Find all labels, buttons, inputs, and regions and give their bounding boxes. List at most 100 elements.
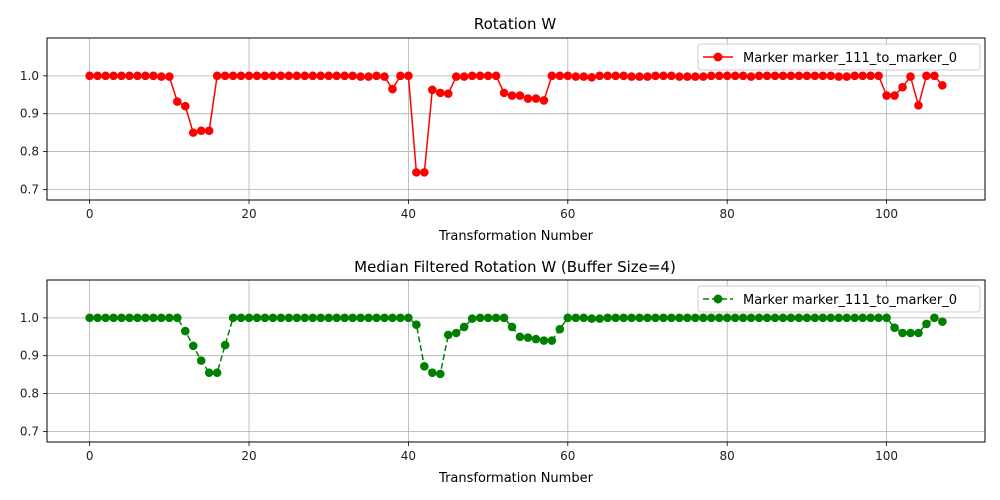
- data-point: [730, 71, 740, 81]
- legend: Marker marker_111_to_marker_0: [697, 43, 981, 71]
- data-point: [443, 330, 453, 340]
- data-point: [547, 71, 557, 81]
- x-tick-label: 60: [560, 449, 575, 463]
- data-point: [786, 313, 796, 323]
- x-tick-label: 20: [241, 449, 256, 463]
- data-point: [675, 72, 684, 81]
- data-point: [619, 71, 628, 81]
- data-point: [587, 314, 597, 323]
- data-point: [276, 313, 286, 323]
- data-point: [571, 313, 581, 323]
- data-point: [834, 313, 844, 323]
- data-point: [467, 71, 477, 81]
- data-point: [698, 313, 708, 323]
- data-point: [587, 73, 597, 82]
- data-point: [738, 313, 748, 323]
- x-tick-label: 80: [720, 207, 735, 221]
- data-point: [388, 84, 397, 94]
- y-tick-label: 0.9: [20, 107, 39, 121]
- data-point: [603, 313, 612, 323]
- data-point: [412, 168, 421, 177]
- data-point: [882, 313, 891, 323]
- data-point: [324, 71, 334, 81]
- data-point: [332, 313, 341, 323]
- data-point: [754, 71, 764, 81]
- data-point: [268, 313, 278, 323]
- data-point: [834, 72, 844, 81]
- data-point: [714, 313, 724, 323]
- data-point: [467, 314, 477, 323]
- data-point: [531, 334, 541, 344]
- data-point: [173, 313, 182, 323]
- data-point: [125, 313, 134, 323]
- data-point: [428, 85, 437, 95]
- data-point: [117, 313, 126, 323]
- data-point: [228, 313, 238, 323]
- data-point: [706, 313, 716, 323]
- data-point: [180, 326, 190, 336]
- data-point: [595, 71, 604, 81]
- data-point: [651, 71, 660, 81]
- data-point: [340, 71, 349, 81]
- data-point: [260, 71, 270, 81]
- data-point: [802, 71, 812, 81]
- data-point: [85, 71, 94, 81]
- data-point: [380, 72, 389, 81]
- data-point: [914, 328, 923, 338]
- data-point: [499, 88, 509, 98]
- data-point: [93, 71, 102, 81]
- plot-area: [85, 71, 947, 177]
- data-point: [260, 313, 270, 323]
- data-point: [842, 72, 852, 81]
- data-point: [667, 71, 676, 81]
- data-point: [579, 313, 589, 323]
- data-point: [898, 82, 907, 92]
- legend-label: Marker marker_111_to_marker_0: [743, 51, 957, 66]
- data-point: [874, 71, 883, 81]
- data-point: [204, 368, 214, 378]
- data-point: [810, 71, 820, 81]
- data-point: [930, 313, 939, 323]
- x-tick-label: 100: [875, 207, 898, 221]
- data-point: [667, 313, 676, 323]
- chart-median-filtered-rotation-w: Median Filtered Rotation W (Buffer Size=…: [20, 258, 986, 486]
- data-point: [157, 72, 166, 81]
- data-point: [714, 71, 724, 81]
- data-point: [491, 71, 501, 81]
- data-point: [141, 71, 150, 81]
- data-point: [507, 322, 517, 332]
- data-point: [428, 368, 437, 378]
- data-point: [627, 313, 636, 323]
- data-point: [842, 313, 852, 323]
- data-point: [866, 71, 875, 81]
- data-point: [292, 71, 302, 81]
- data-point: [244, 313, 254, 323]
- data-point: [818, 313, 828, 323]
- data-point: [459, 322, 469, 332]
- data-point: [165, 72, 174, 81]
- y-tick-label: 1.0: [20, 311, 39, 325]
- data-point: [555, 71, 565, 81]
- data-point: [826, 313, 836, 323]
- data-point: [555, 324, 565, 334]
- data-point: [141, 313, 150, 323]
- y-tick-label: 0.9: [20, 349, 39, 363]
- data-point: [523, 333, 533, 342]
- data-point: [188, 128, 198, 137]
- data-point: [515, 91, 525, 100]
- series-line: [89, 316, 943, 375]
- x-tick-label: 100: [875, 449, 898, 463]
- data-point: [762, 313, 772, 323]
- data-point: [109, 71, 118, 81]
- data-point: [770, 313, 780, 323]
- data-point: [252, 313, 262, 323]
- data-point: [507, 91, 517, 100]
- data-point: [459, 72, 469, 81]
- legend-marker-sample: [713, 294, 723, 304]
- x-tick-label: 20: [241, 207, 256, 221]
- data-point: [850, 313, 859, 323]
- data-point: [364, 72, 373, 81]
- x-axis-label: Transformation Number: [438, 471, 594, 486]
- x-axis-ticks: 0 20 40 60 80 100: [86, 442, 898, 463]
- data-point: [746, 72, 756, 81]
